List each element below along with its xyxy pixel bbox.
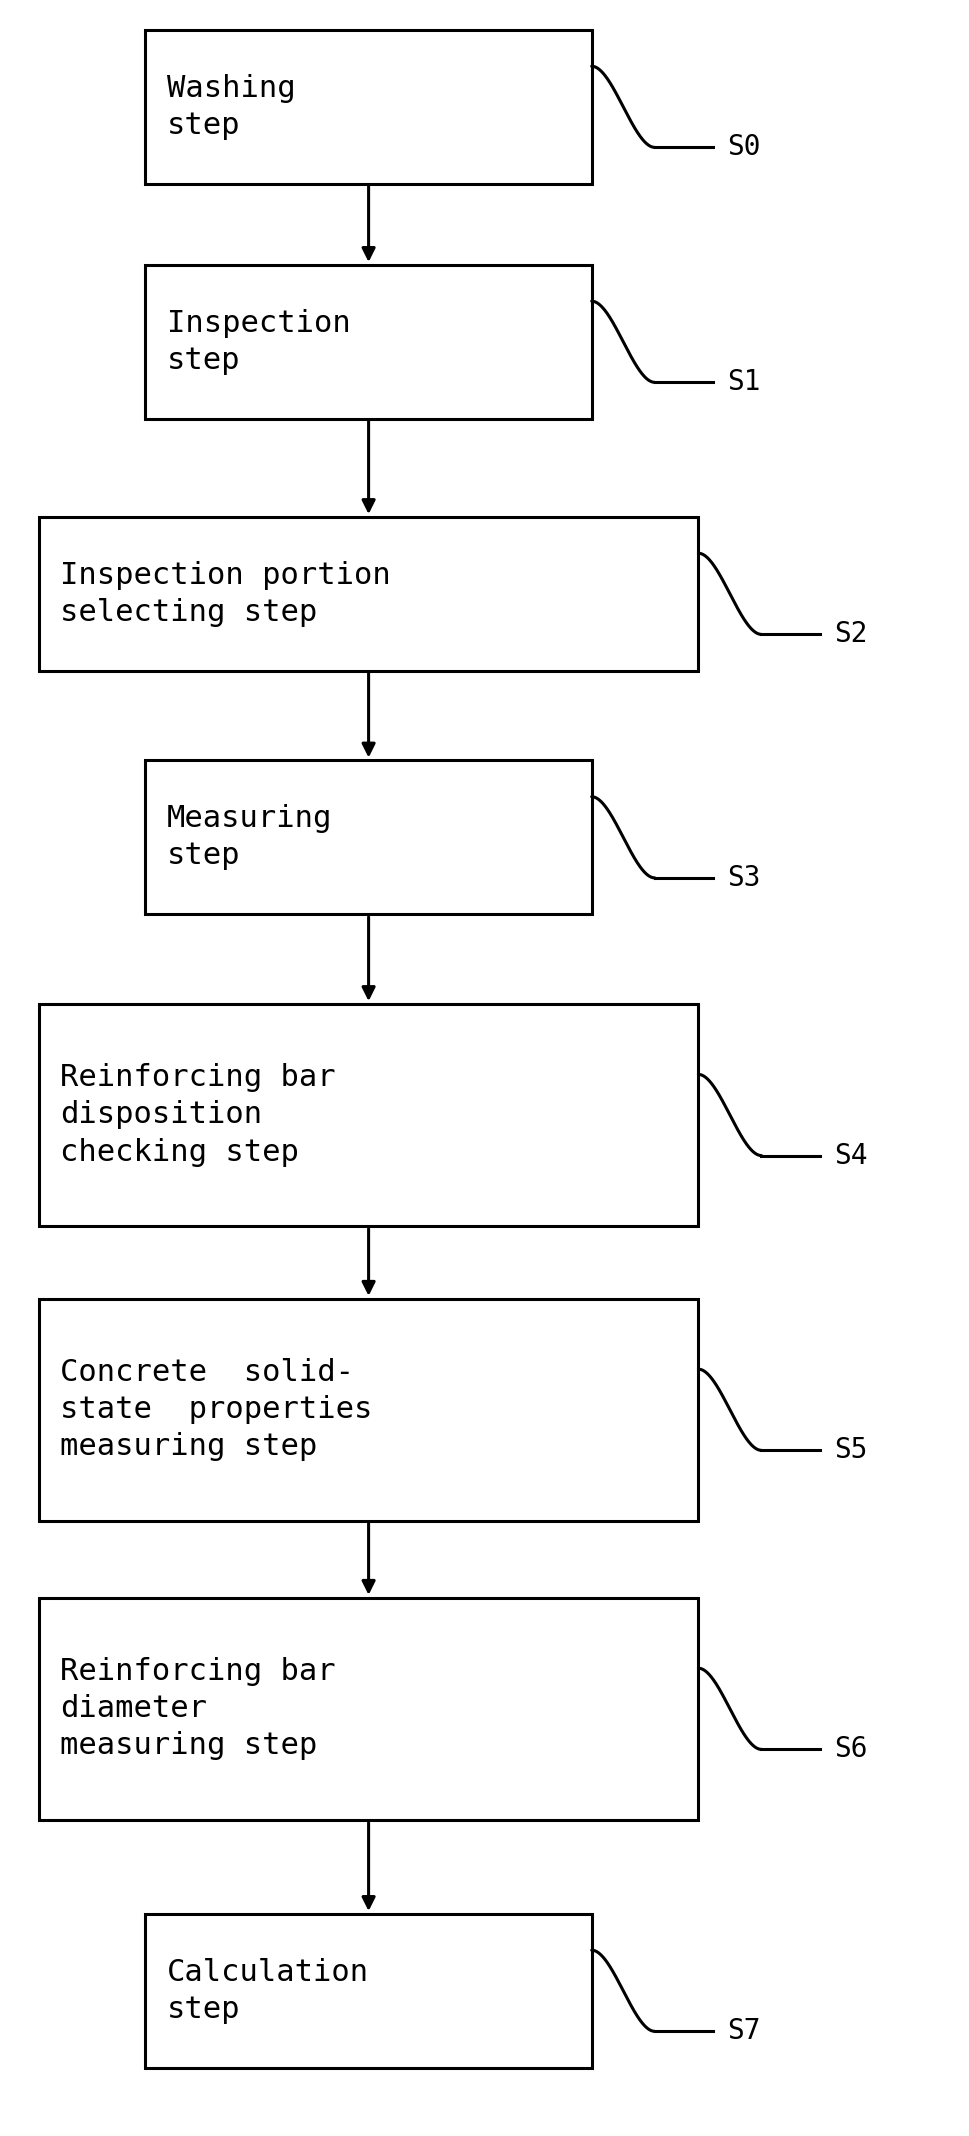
FancyBboxPatch shape	[39, 517, 698, 671]
FancyBboxPatch shape	[145, 30, 591, 184]
FancyBboxPatch shape	[145, 760, 591, 914]
Text: S5: S5	[833, 1435, 867, 1465]
Text: S6: S6	[833, 1734, 867, 1764]
Text: Reinforcing bar
disposition
checking step: Reinforcing bar disposition checking ste…	[60, 1064, 335, 1166]
Text: Measuring
step: Measuring step	[167, 805, 331, 869]
Text: Inspection portion
selecting step: Inspection portion selecting step	[60, 562, 391, 626]
FancyBboxPatch shape	[145, 1914, 591, 2068]
Text: Inspection
step: Inspection step	[167, 310, 350, 374]
Text: S4: S4	[833, 1141, 867, 1171]
Text: S3: S3	[727, 863, 761, 893]
Text: S7: S7	[727, 2016, 761, 2046]
Text: Concrete  solid-
state  properties
measuring step: Concrete solid- state properties measuri…	[60, 1358, 372, 1461]
Text: S2: S2	[833, 619, 867, 649]
Text: Reinforcing bar
diameter
measuring step: Reinforcing bar diameter measuring step	[60, 1658, 335, 1760]
FancyBboxPatch shape	[39, 1598, 698, 1820]
FancyBboxPatch shape	[145, 265, 591, 419]
Text: S0: S0	[727, 132, 761, 162]
FancyBboxPatch shape	[39, 1004, 698, 1226]
Text: Calculation
step: Calculation step	[167, 1959, 368, 2023]
Text: S1: S1	[727, 367, 761, 397]
FancyBboxPatch shape	[39, 1299, 698, 1521]
Text: Washing
step: Washing step	[167, 75, 296, 139]
